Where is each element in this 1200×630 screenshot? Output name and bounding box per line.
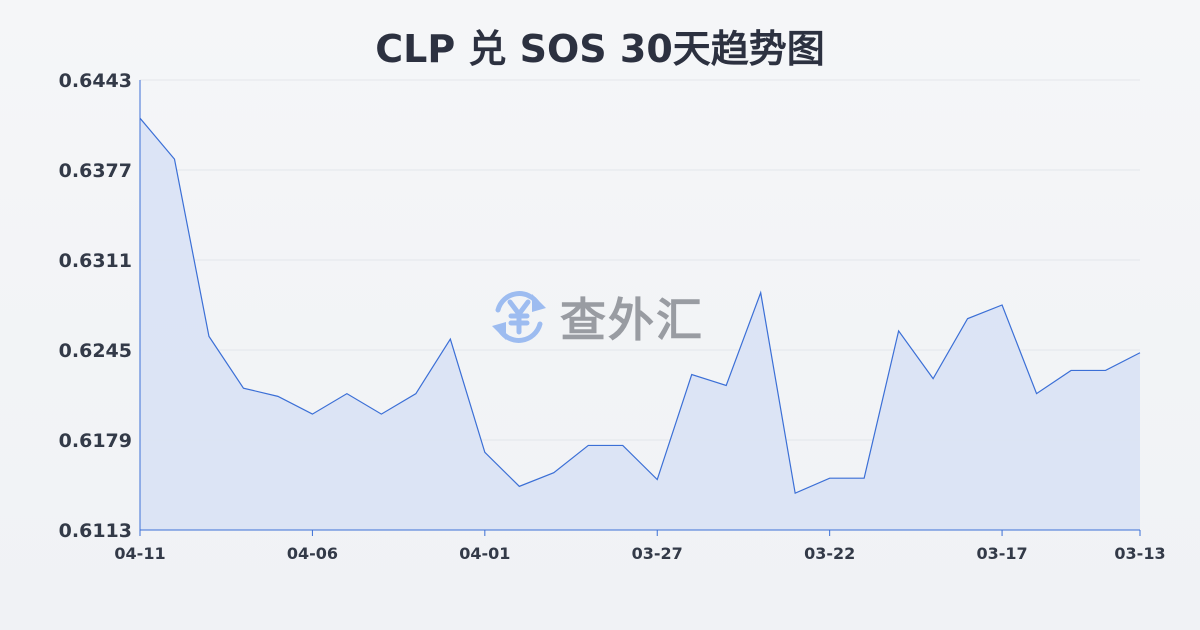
data-point	[483, 451, 486, 454]
x-tick-label: 04-06	[287, 544, 338, 563]
data-point	[1035, 392, 1038, 395]
x-tick-label: 04-11	[114, 544, 165, 563]
data-point	[932, 377, 935, 380]
data-point	[345, 392, 348, 395]
data-point	[690, 373, 693, 376]
series-line	[139, 117, 1141, 495]
y-tick-label: 0.6377	[59, 160, 132, 182]
y-tick-label: 0.6179	[59, 430, 132, 452]
x-tick-label: 03-27	[632, 544, 683, 563]
data-point	[725, 384, 728, 387]
data-point	[794, 492, 797, 495]
data-point	[276, 395, 279, 398]
data-point	[656, 478, 659, 481]
data-point	[449, 338, 452, 341]
data-point	[380, 413, 383, 416]
yen-exchange-icon	[492, 291, 546, 343]
watermark: 查外汇	[488, 284, 704, 350]
data-point	[207, 335, 210, 338]
x-tick-label: 03-22	[804, 544, 855, 563]
watermark-text: 查外汇	[560, 293, 704, 347]
data-point	[828, 477, 831, 480]
data-point	[311, 413, 314, 416]
area-fill	[140, 118, 1140, 530]
data-point	[1139, 351, 1142, 354]
data-point	[587, 444, 590, 447]
x-tick-label: 04-01	[459, 544, 510, 563]
data-point	[759, 291, 762, 294]
y-tick-label: 0.6443	[59, 70, 132, 92]
data-point	[1104, 369, 1107, 372]
data-point	[897, 329, 900, 332]
data-point	[173, 158, 176, 161]
y-tick-label: 0.6311	[59, 250, 132, 272]
x-tick-label: 03-13	[1114, 544, 1165, 563]
data-point	[863, 477, 866, 480]
data-point	[1001, 304, 1004, 307]
data-point	[518, 485, 521, 488]
data-point	[1070, 369, 1073, 372]
y-tick-label: 0.6113	[59, 520, 132, 542]
data-point	[966, 317, 969, 320]
data-point	[621, 444, 624, 447]
y-tick-label: 0.6245	[59, 340, 132, 362]
x-tick-label: 03-17	[976, 544, 1027, 563]
data-point	[552, 471, 555, 474]
chart-title: CLP 兑 SOS 30天趋势图	[375, 27, 825, 71]
data-point	[242, 387, 245, 390]
data-point	[414, 392, 417, 395]
